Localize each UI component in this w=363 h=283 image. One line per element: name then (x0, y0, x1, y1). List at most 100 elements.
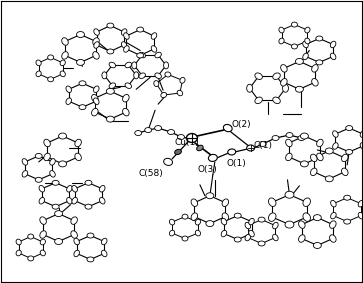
Ellipse shape (273, 234, 278, 241)
Ellipse shape (123, 95, 129, 102)
Ellipse shape (60, 71, 65, 77)
Ellipse shape (187, 134, 197, 143)
Ellipse shape (62, 52, 68, 59)
Ellipse shape (39, 198, 45, 204)
Ellipse shape (344, 219, 351, 224)
Ellipse shape (228, 149, 236, 155)
Ellipse shape (330, 221, 336, 228)
Ellipse shape (121, 29, 127, 35)
Ellipse shape (312, 65, 318, 72)
Ellipse shape (161, 93, 167, 98)
Ellipse shape (109, 62, 115, 68)
Ellipse shape (286, 132, 293, 138)
Ellipse shape (222, 213, 229, 220)
Ellipse shape (344, 195, 351, 200)
Ellipse shape (132, 62, 137, 69)
Ellipse shape (317, 139, 323, 147)
Ellipse shape (168, 130, 175, 134)
Ellipse shape (71, 217, 77, 224)
Ellipse shape (279, 27, 284, 33)
Ellipse shape (325, 176, 333, 182)
Ellipse shape (285, 221, 294, 228)
Ellipse shape (331, 212, 336, 219)
Ellipse shape (124, 46, 129, 52)
Ellipse shape (54, 239, 62, 245)
Ellipse shape (139, 52, 146, 58)
Ellipse shape (123, 108, 129, 116)
Ellipse shape (71, 231, 77, 238)
Ellipse shape (164, 62, 168, 69)
Ellipse shape (87, 257, 94, 262)
Ellipse shape (258, 217, 265, 222)
Ellipse shape (342, 168, 348, 176)
Ellipse shape (313, 215, 321, 221)
Ellipse shape (91, 108, 98, 116)
Ellipse shape (74, 250, 79, 257)
Ellipse shape (170, 219, 175, 225)
Ellipse shape (124, 33, 129, 39)
Ellipse shape (22, 171, 28, 177)
Ellipse shape (50, 171, 55, 177)
Ellipse shape (286, 139, 292, 147)
Ellipse shape (35, 177, 42, 182)
Ellipse shape (245, 234, 250, 241)
Ellipse shape (79, 105, 86, 110)
Ellipse shape (301, 133, 309, 139)
Ellipse shape (93, 52, 99, 59)
Ellipse shape (102, 238, 107, 245)
Ellipse shape (40, 217, 46, 224)
Ellipse shape (66, 98, 72, 104)
Ellipse shape (107, 49, 114, 54)
Ellipse shape (313, 243, 321, 248)
Ellipse shape (177, 90, 183, 96)
Ellipse shape (286, 153, 292, 161)
Ellipse shape (60, 60, 65, 66)
Ellipse shape (155, 52, 162, 58)
Ellipse shape (134, 72, 139, 79)
Ellipse shape (269, 198, 276, 207)
Ellipse shape (72, 198, 77, 204)
Ellipse shape (206, 221, 214, 227)
Ellipse shape (303, 198, 310, 207)
Ellipse shape (333, 143, 338, 149)
Ellipse shape (291, 22, 297, 27)
Ellipse shape (48, 55, 54, 60)
Ellipse shape (298, 235, 305, 242)
Ellipse shape (109, 83, 115, 89)
Ellipse shape (85, 204, 92, 209)
Ellipse shape (182, 236, 188, 241)
Ellipse shape (77, 31, 85, 38)
Ellipse shape (333, 131, 338, 137)
Ellipse shape (273, 73, 280, 80)
Ellipse shape (74, 238, 79, 245)
Ellipse shape (303, 41, 308, 48)
Ellipse shape (223, 125, 232, 132)
Ellipse shape (87, 233, 94, 238)
Ellipse shape (316, 60, 323, 65)
Ellipse shape (247, 145, 254, 151)
Ellipse shape (106, 116, 114, 122)
Ellipse shape (312, 79, 318, 86)
Ellipse shape (151, 46, 157, 52)
Ellipse shape (298, 136, 305, 140)
Ellipse shape (330, 235, 336, 242)
Ellipse shape (279, 38, 284, 44)
Ellipse shape (234, 237, 241, 242)
Ellipse shape (285, 191, 294, 198)
Ellipse shape (40, 250, 45, 256)
Ellipse shape (346, 126, 353, 130)
Text: O(1): O(1) (227, 159, 246, 168)
Ellipse shape (125, 83, 131, 89)
Ellipse shape (269, 213, 276, 221)
Ellipse shape (191, 199, 197, 207)
Ellipse shape (44, 139, 50, 147)
Ellipse shape (16, 239, 21, 245)
Ellipse shape (295, 58, 303, 64)
Ellipse shape (197, 145, 203, 151)
Ellipse shape (44, 153, 50, 161)
Ellipse shape (54, 211, 62, 216)
Ellipse shape (272, 136, 279, 140)
Text: O(3): O(3) (198, 165, 218, 174)
Ellipse shape (35, 153, 42, 158)
Ellipse shape (39, 185, 45, 192)
